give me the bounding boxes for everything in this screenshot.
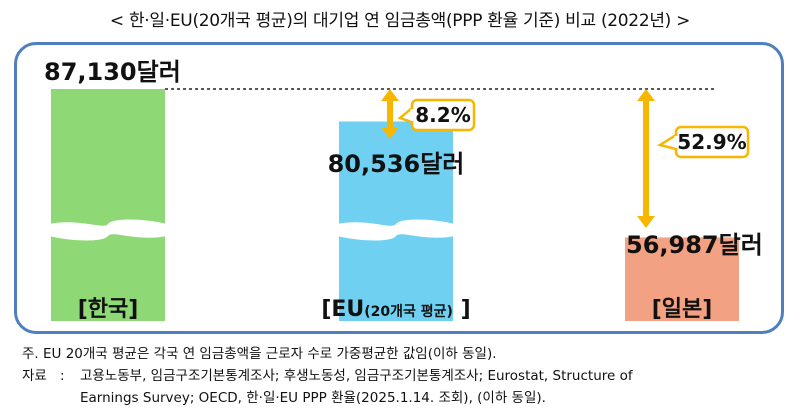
source-label: 자료 bbox=[22, 368, 47, 384]
bar-japan bbox=[625, 237, 739, 321]
bar-korea bbox=[51, 89, 165, 321]
axis-break-korea bbox=[49, 219, 167, 241]
arrow-eu-gap-head-top bbox=[381, 89, 399, 101]
source-separator: : bbox=[60, 368, 65, 384]
category-label-japan: [일본] bbox=[652, 297, 713, 322]
source-line-2: Earnings Survey; OECD, 한·일·EU PPP 환율(202… bbox=[80, 390, 546, 406]
source-line-1: 고용노동부, 임금구조기본통계조사; 후생노동성, 임금구조기본통계조사; Eu… bbox=[80, 368, 633, 384]
value-label-korea: 87,130달러 bbox=[44, 58, 181, 86]
value-label-eu: 80,536달러 bbox=[328, 150, 465, 178]
arrow-eu-gap-head-bottom bbox=[381, 127, 399, 139]
callout-eu-label: 8.2% bbox=[415, 103, 470, 127]
arrow-japan-gap-head-bottom bbox=[637, 216, 655, 228]
category-label-eu: [EU(20개국 평균) ] bbox=[321, 297, 470, 322]
value-label-japan: 56,987달러 bbox=[626, 231, 763, 259]
category-label-korea: [한국] bbox=[78, 297, 139, 322]
page-title: < 한·일·EU(20개국 평균)의 대기업 연 임금총액(PPP 환율 기준)… bbox=[109, 11, 691, 31]
axis-break-eu bbox=[337, 219, 455, 241]
arrow-japan-gap-head-top bbox=[637, 89, 655, 101]
footnote-note: 주. EU 20개국 평균은 각국 연 임금총액을 근로자 수로 가중평균한 값… bbox=[22, 346, 497, 362]
callout-eu-pointer bbox=[397, 105, 414, 124]
callout-japan-pointer bbox=[656, 132, 678, 151]
callout-japan-label: 52.9% bbox=[677, 130, 746, 154]
